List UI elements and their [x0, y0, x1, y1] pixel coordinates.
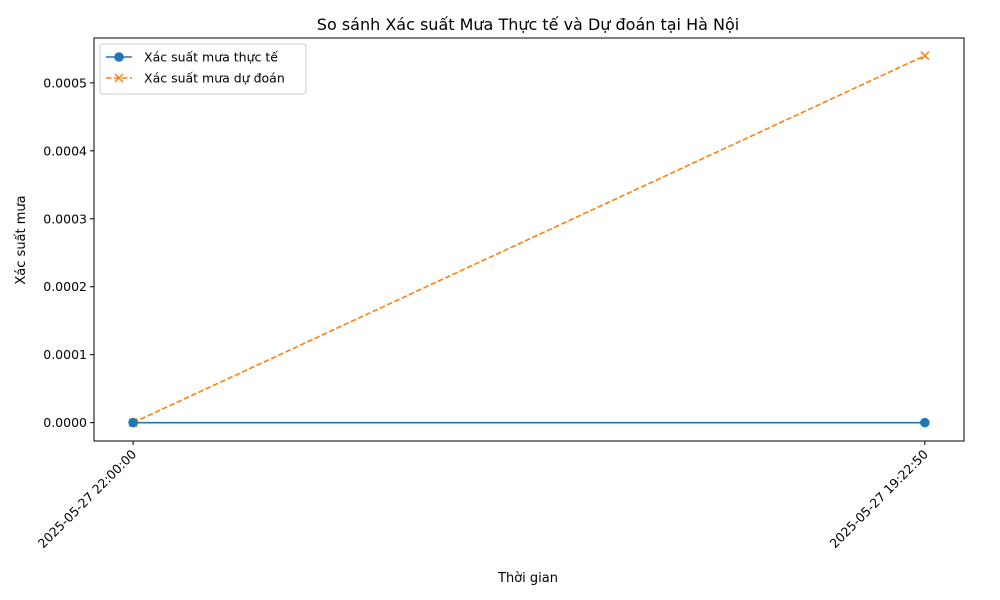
chart-title: So sánh Xác suất Mưa Thực tế và Dự đoán …: [317, 15, 739, 34]
data-point-1: [920, 51, 930, 61]
series-line-1: [132, 54, 926, 424]
legend: Xác suất mưa thực tế Xác suất mưa dự đoán: [99, 43, 307, 95]
legend-label: Xác suất mưa thực tế: [144, 50, 278, 65]
y-axis-label: Xác suất mưa: [14, 195, 29, 284]
x-axis-label: Thời gian: [497, 571, 558, 586]
y-tick-label: 0.0002: [43, 279, 87, 294]
y-tick-label: 0.0005: [43, 75, 87, 90]
plot-area: [128, 51, 930, 428]
y-axis: 0.0000 0.0001 0.0002 0.0003 0.0004 0.0005: [43, 75, 94, 430]
x-tick-label: 2025-05-27 19:22:50: [826, 446, 931, 551]
legend-swatch-marker: [114, 52, 124, 62]
x-tick-label: 2025-05-27 22:00:00: [35, 446, 140, 551]
y-tick-label: 0.0000: [43, 415, 87, 430]
axes-frame: [93, 37, 965, 442]
y-tick-label: 0.0004: [43, 143, 87, 158]
data-point-0: [128, 417, 138, 428]
data-point-0: [920, 417, 930, 428]
legend-box: [99, 43, 307, 95]
x-axis: 2025-05-27 22:00:00 2025-05-27 19:22:50: [35, 441, 931, 551]
legend-swatch-marker: [114, 73, 124, 83]
y-tick-label: 0.0003: [43, 211, 87, 226]
legend-label: Xác suất mưa dự đoán: [144, 71, 285, 86]
y-tick-label: 0.0001: [43, 347, 87, 362]
